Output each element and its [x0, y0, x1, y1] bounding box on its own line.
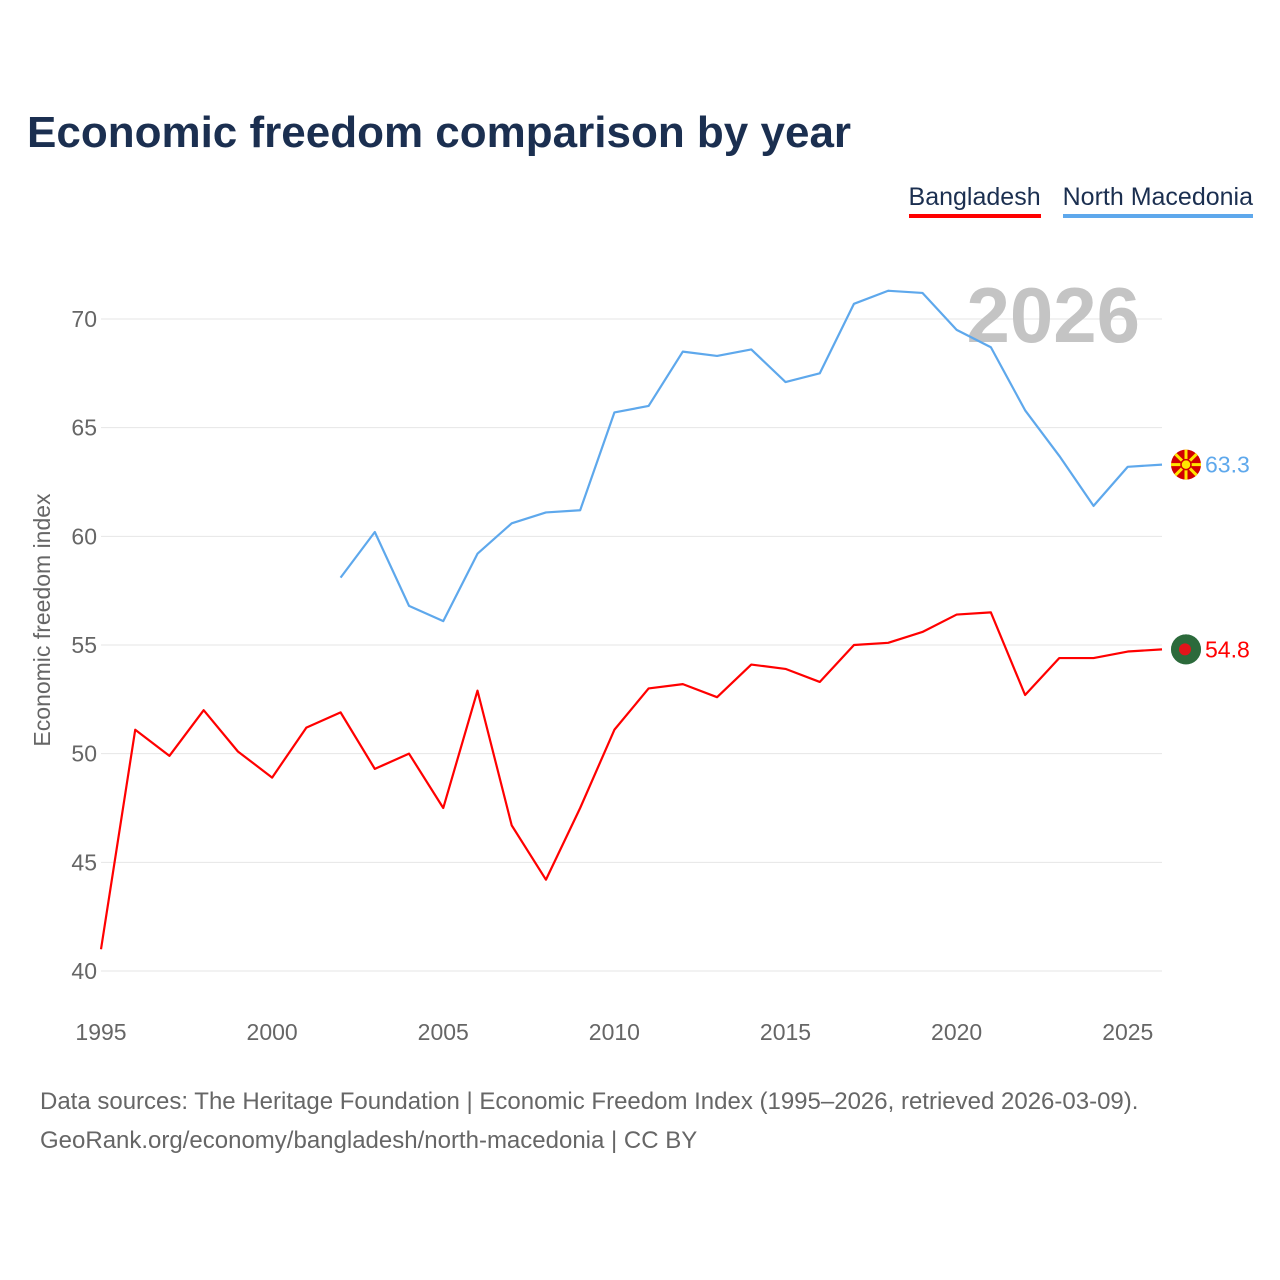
y-tick-label: 55 — [71, 632, 97, 658]
x-tick-label: 2020 — [931, 1019, 982, 1045]
y-tick-label: 70 — [71, 306, 97, 332]
source-line-2: GeoRank.org/economy/bangladesh/north-mac… — [40, 1127, 698, 1154]
x-tick-label: 2005 — [418, 1019, 469, 1045]
x-tick-label: 2025 — [1102, 1019, 1153, 1045]
y-tick-label: 40 — [71, 958, 97, 984]
legend-north-macedonia[interactable]: North Macedonia — [1062, 183, 1253, 218]
y-tick-label: 50 — [71, 741, 97, 767]
series-line-north-macedonia — [339, 289, 1163, 623]
series-line-bangladesh — [99, 611, 1163, 950]
x-tick-label: 2010 — [589, 1019, 640, 1045]
end-value-label: 54.8 — [1205, 636, 1250, 662]
legend-bangladesh[interactable]: Bangladesh — [908, 183, 1041, 218]
end-value-label: 63.3 — [1205, 452, 1250, 478]
x-tick-label: 1995 — [75, 1019, 126, 1045]
x-tick-label: 2015 — [760, 1019, 811, 1045]
legend: Bangladesh North Macedonia — [908, 183, 1253, 218]
chart-title: Economic freedom comparison by year — [27, 108, 852, 157]
x-tick-label: 2000 — [247, 1019, 298, 1045]
y-tick-label: 60 — [71, 523, 97, 549]
year-watermark: 2026 — [966, 271, 1140, 359]
y-tick-label: 65 — [71, 415, 97, 441]
y-axis-label: Economic freedom index — [29, 493, 55, 747]
flag-disc — [1179, 643, 1191, 656]
y-tick-label: 45 — [71, 849, 97, 875]
source-line-1: Data sources: The Heritage Foundation | … — [40, 1088, 1139, 1115]
flag-sun — [1180, 458, 1192, 471]
